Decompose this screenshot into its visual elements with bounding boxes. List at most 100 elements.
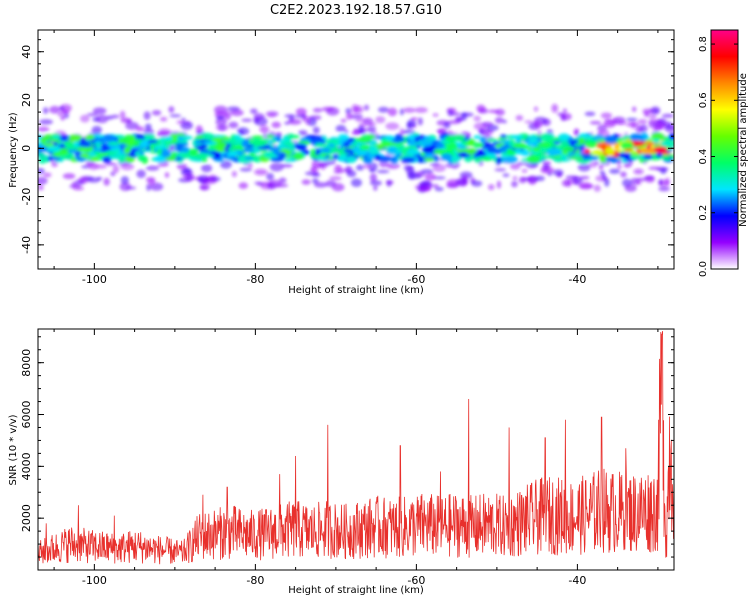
heatmap-cell	[86, 134, 95, 140]
heatmap-halo-cell	[633, 168, 644, 175]
heatmap-halo-cell	[144, 123, 152, 130]
heatmap-halo-cell	[620, 171, 627, 178]
heatmap-cell	[47, 156, 53, 162]
heatmap-cell	[578, 137, 585, 145]
heatmap-cell	[401, 156, 416, 163]
heatmap-halo-cell	[593, 184, 601, 192]
heatmap-halo-cell	[253, 113, 265, 121]
heatmap-halo-cell	[231, 170, 237, 178]
heatmap-cell	[614, 144, 620, 150]
heatmap-halo-cell	[38, 167, 45, 175]
snr-x-axis-label: Height of straight line (km)	[288, 585, 424, 596]
heatmap-halo-cell	[533, 120, 544, 129]
heatmap-cell	[116, 134, 125, 139]
heatmap-y-tick-label: 0	[20, 145, 33, 152]
colorbar-gradient	[710, 29, 739, 270]
heatmap-y-axis-label: Frequency (Hz)	[8, 112, 19, 188]
heatmap-cell	[267, 146, 281, 151]
heatmap-halo-cell	[146, 183, 151, 192]
snr-x-tick-label: -40	[568, 574, 586, 587]
heatmap-halo-cell	[560, 114, 567, 122]
heatmap-halo-cell	[496, 180, 502, 189]
heatmap-halo-cell	[604, 177, 610, 187]
heatmap-cell	[445, 141, 458, 150]
heatmap-halo-cell	[540, 166, 554, 174]
colorbar-tick-label: 0.4	[698, 149, 709, 165]
heatmap-cell	[421, 145, 435, 154]
heatmap-cell	[241, 140, 250, 147]
heatmap-cell	[414, 135, 420, 143]
heatmap-cell	[660, 140, 674, 147]
heatmap-cell	[343, 148, 354, 154]
heatmap-halo-cell	[78, 176, 89, 184]
heatmap-cell	[305, 134, 318, 139]
heatmap-y-tick-label: 40	[20, 45, 33, 59]
heatmap-cell	[321, 147, 331, 153]
heatmap-halo-cell	[350, 114, 364, 120]
heatmap-cell	[153, 145, 167, 150]
heatmap-y-tick-label: -20	[20, 188, 33, 206]
snr-y-tick-label: 4000	[20, 452, 33, 480]
heatmap-halo-cell	[597, 129, 610, 138]
heatmap-halo-cell	[59, 106, 65, 111]
heatmap-cell	[174, 142, 189, 146]
heatmap-cell	[251, 139, 267, 147]
heatmap-cell	[53, 142, 59, 146]
heatmap-halo-cell	[271, 121, 281, 129]
heatmap-cell	[244, 156, 254, 160]
heatmap-halo-cell	[344, 130, 349, 134]
heatmap-halo-cell	[298, 129, 308, 136]
heatmap-halo-cell	[294, 114, 307, 118]
heatmap-halo-cell	[166, 145, 177, 153]
heatmap-halo-cell	[164, 172, 170, 178]
heatmap-cell	[153, 155, 166, 163]
heatmap-cell	[242, 147, 255, 153]
heatmap-halo-cell	[91, 125, 103, 135]
colorbar-tick-label: 0.0	[698, 261, 709, 277]
heatmap-cell	[620, 141, 634, 150]
heatmap-cell	[377, 155, 392, 162]
heatmap-halo-cell	[494, 117, 504, 124]
heatmap-cell	[200, 132, 215, 141]
heatmap-halo-cell	[357, 125, 364, 134]
heatmap-halo-cell	[269, 162, 284, 172]
heatmap-halo-cell	[180, 121, 193, 130]
snr-y-tick-label: 2000	[20, 504, 33, 532]
heatmap-halo-cell	[639, 124, 648, 134]
snr-plot-area	[38, 331, 674, 565]
heatmap-x-axis-label: Height of straight line (km)	[288, 285, 424, 296]
snr-y-tick-label: 8000	[20, 349, 33, 377]
heatmap-cell	[286, 150, 292, 154]
heatmap-cell	[605, 143, 612, 150]
heatmap-halo-cell	[312, 107, 323, 113]
heatmap-cell	[194, 140, 201, 145]
heatmap-cell	[475, 157, 487, 161]
colorbar-tick-label: 0.8	[698, 36, 709, 52]
snr-panel: -100 -80 -60 -40 2000 4000 6000 8000 Height of…	[8, 328, 675, 596]
heatmap-cell	[369, 145, 378, 151]
heatmap-cell	[433, 155, 439, 162]
snr-y-tick-label: 6000	[20, 401, 33, 429]
snr-series-line	[38, 331, 674, 565]
heatmap-cell	[93, 139, 103, 144]
heatmap-halo-cell	[399, 108, 405, 116]
heatmap-halo-cell	[168, 106, 175, 113]
heatmap-cell	[510, 135, 525, 139]
heatmap-halo-cell	[455, 116, 464, 123]
heatmap-halo-cell	[562, 108, 567, 113]
heatmap-x-tick-label: -60	[407, 273, 425, 286]
heatmap-halo-cell	[386, 162, 400, 169]
heatmap-halo-cell	[362, 163, 372, 169]
heatmap-halo-cell	[502, 119, 507, 124]
heatmap-cell	[473, 135, 482, 140]
heatmap-cell	[390, 156, 397, 163]
heatmap-blobs	[38, 103, 674, 193]
heatmap-cell	[96, 152, 110, 157]
heatmap-cell	[385, 135, 395, 141]
heatmap-halo-cell	[488, 184, 495, 191]
heatmap-cell	[435, 142, 445, 149]
heatmap-halo-cell	[176, 163, 187, 170]
heatmap-halo-cell	[38, 185, 44, 191]
heatmap-halo-cell	[220, 160, 232, 169]
